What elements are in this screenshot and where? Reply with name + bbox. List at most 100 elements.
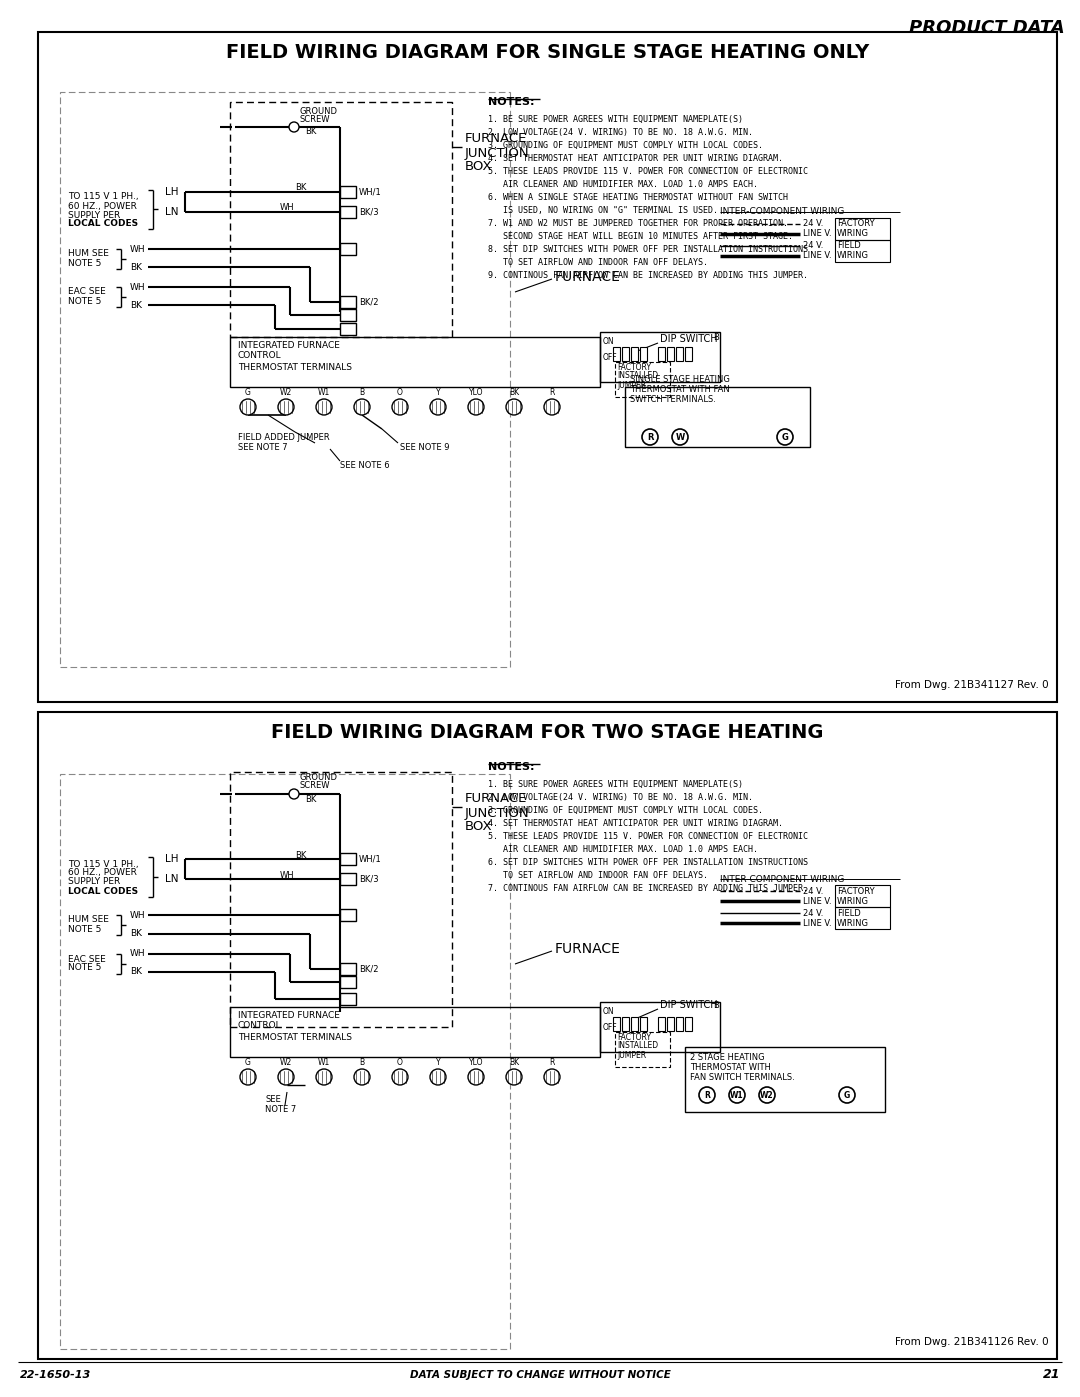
Bar [600,332,720,381]
Bar [615,1032,670,1067]
Circle shape [729,1087,745,1104]
Text: WH: WH [130,282,146,292]
Text: CONTROL: CONTROL [238,352,282,360]
Text: G: G [843,1091,850,1099]
Circle shape [392,1069,408,1085]
Text: G: G [782,433,788,441]
Text: 2. LOW VOLTAGE(24 V. WIRING) TO BE NO. 18 A.W.G. MIN.: 2. LOW VOLTAGE(24 V. WIRING) TO BE NO. 1… [488,793,753,802]
Text: BOX: BOX [465,161,492,173]
Text: INTEGRATED FURNACE: INTEGRATED FURNACE [238,341,340,349]
Bar [835,886,890,907]
Text: B: B [360,388,365,397]
Bar [600,1002,720,1052]
Text: SEE NOTE 6: SEE NOTE 6 [340,461,390,469]
Circle shape [507,400,522,415]
Circle shape [759,1087,775,1104]
Bar [340,296,356,307]
Text: AIR CLEANER AND HUMIDIFIER MAX. LOAD 1.0 AMPS EACH.: AIR CLEANER AND HUMIDIFIER MAX. LOAD 1.0… [488,845,758,854]
Text: JUMPER: JUMPER [617,380,646,390]
Text: FIELD ADDED JUMPER: FIELD ADDED JUMPER [238,433,329,441]
Bar [835,907,890,929]
Bar [230,773,453,1027]
Bar [38,712,1057,1359]
Text: THERMOSTAT TERMINALS: THERMOSTAT TERMINALS [238,1032,352,1042]
Bar [835,240,890,263]
Text: HUM SEE: HUM SEE [68,915,109,925]
Text: O: O [397,1058,403,1067]
Bar [685,1017,692,1031]
Text: INTER-COMPONENT WIRING: INTER-COMPONENT WIRING [720,208,845,217]
Text: PRODUCT DATA: PRODUCT DATA [909,20,1065,36]
Circle shape [354,1069,370,1085]
Text: WH: WH [280,203,295,211]
Text: HUM SEE: HUM SEE [68,250,109,258]
Text: GROUND: GROUND [300,106,338,116]
Text: 24 V.: 24 V. [804,242,823,250]
Text: EAC SEE: EAC SEE [68,954,106,964]
Bar [340,854,356,865]
Bar [340,309,356,321]
Text: THERMOSTAT WITH: THERMOSTAT WITH [690,1063,771,1071]
Bar [340,977,356,988]
Text: 7. W1 AND W2 MUST BE JUMPERED TOGETHER FOR PROPER OPERATION.: 7. W1 AND W2 MUST BE JUMPERED TOGETHER F… [488,219,788,228]
Bar [230,102,453,337]
Circle shape [777,429,793,446]
Bar [640,346,647,360]
Text: LOCAL CODES: LOCAL CODES [68,887,138,895]
Bar [667,346,674,360]
Bar [640,1017,647,1031]
Text: THERMOSTAT WITH FAN: THERMOSTAT WITH FAN [630,386,730,394]
Circle shape [278,400,294,415]
Text: WH: WH [130,950,146,958]
Text: LN: LN [165,875,178,884]
Text: INSTALLED: INSTALLED [617,372,658,380]
Circle shape [430,1069,446,1085]
Text: BK/3: BK/3 [359,208,379,217]
Bar [631,1017,638,1031]
Text: INSTALLED: INSTALLED [617,1042,658,1051]
Text: W1: W1 [318,388,330,397]
Text: 4. SET THERMOSTAT HEAT ANTICIPATOR PER UNIT WIRING DIAGRAM.: 4. SET THERMOSTAT HEAT ANTICIPATOR PER U… [488,819,783,828]
Bar [615,362,670,397]
Bar [340,323,356,335]
Text: LH: LH [165,187,178,197]
Text: 9. CONTINOUS FAN AIRFLOW CAN BE INCREASED BY ADDING THIS JUMPER.: 9. CONTINOUS FAN AIRFLOW CAN BE INCREASE… [488,271,808,279]
Text: 24 V.: 24 V. [804,908,823,918]
Circle shape [392,400,408,415]
Text: LH: LH [165,854,178,863]
Bar [38,32,1057,703]
Text: BK: BK [509,1058,519,1067]
Text: 2 STAGE HEATING: 2 STAGE HEATING [690,1052,765,1062]
Text: Y: Y [435,1058,441,1067]
Text: FIELD WIRING DIAGRAM FOR SINGLE STAGE HEATING ONLY: FIELD WIRING DIAGRAM FOR SINGLE STAGE HE… [226,42,869,61]
Text: 1. BE SURE POWER AGREES WITH EQUIPMENT NAMEPLATE(S): 1. BE SURE POWER AGREES WITH EQUIPMENT N… [488,115,743,124]
Text: 60 HZ., POWER: 60 HZ., POWER [68,869,137,877]
Text: WIRING: WIRING [837,918,869,928]
Bar [676,346,683,360]
Text: FURNACE: FURNACE [555,942,621,956]
Circle shape [354,400,370,415]
Text: From Dwg. 21B341126 Rev. 0: From Dwg. 21B341126 Rev. 0 [895,1337,1049,1347]
Text: FIELD WIRING DIAGRAM FOR TWO STAGE HEATING: FIELD WIRING DIAGRAM FOR TWO STAGE HEATI… [271,722,824,742]
Circle shape [544,1069,561,1085]
Text: BK/2: BK/2 [359,298,378,306]
Circle shape [642,429,658,446]
Bar [340,205,356,218]
Text: TO SET AIRFLOW AND INDOOR FAN OFF DELAYS.: TO SET AIRFLOW AND INDOOR FAN OFF DELAYS… [488,870,708,880]
Circle shape [316,400,332,415]
Bar [230,1007,600,1058]
Text: From Dwg. 21B341127 Rev. 0: From Dwg. 21B341127 Rev. 0 [895,680,1049,690]
Text: R: R [550,1058,555,1067]
Text: TO 115 V 1 PH.,: TO 115 V 1 PH., [68,859,138,869]
Text: 60 HZ., POWER: 60 HZ., POWER [68,201,137,211]
Circle shape [430,400,446,415]
Text: 24 V.: 24 V. [804,887,823,895]
Circle shape [839,1087,855,1104]
Text: NOTES:: NOTES: [488,96,535,108]
Text: BK: BK [130,968,141,977]
Text: SECOND STAGE HEAT WILL BEGIN 10 MINUTES AFTER FIRST STAGE.: SECOND STAGE HEAT WILL BEGIN 10 MINUTES … [488,232,793,242]
Bar [676,1017,683,1031]
Text: WH/1: WH/1 [359,187,381,197]
Text: BK: BK [305,127,316,137]
Text: 3. GROUNDING OF EQUIPMENT MUST COMPLY WITH LOCAL CODES.: 3. GROUNDING OF EQUIPMENT MUST COMPLY WI… [488,141,762,149]
